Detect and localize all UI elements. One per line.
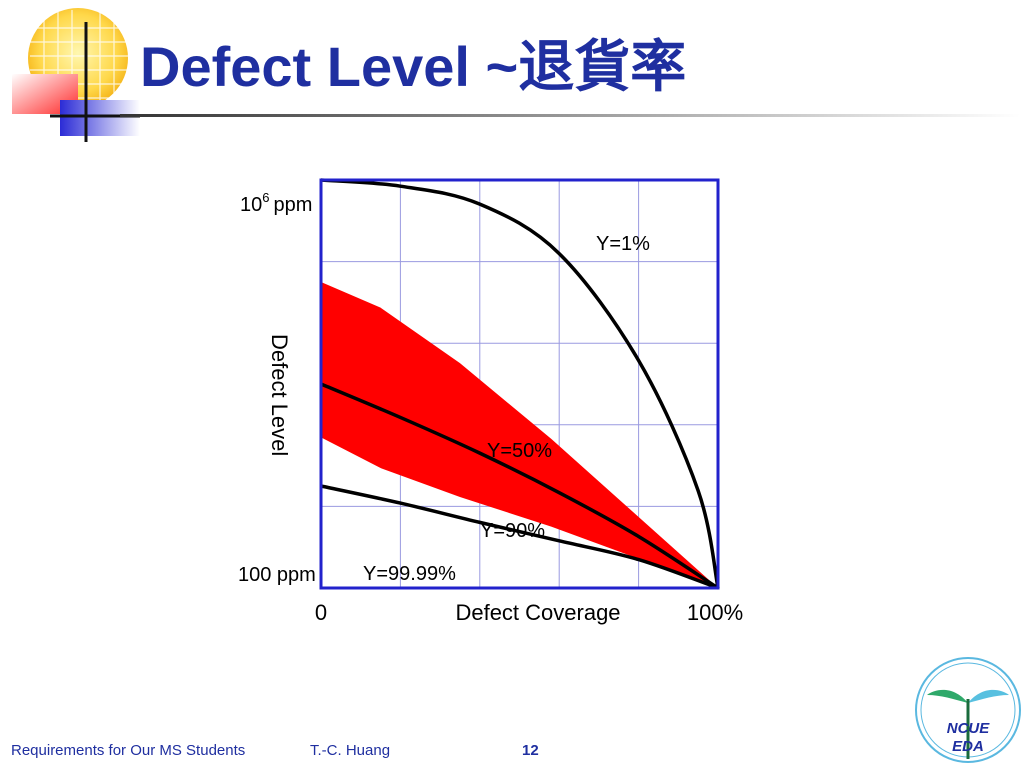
x-axis-title: Defect Coverage [455, 600, 620, 625]
series-label-y1: Y=1% [596, 233, 650, 255]
page-number: 12 [522, 742, 539, 759]
x-tick-label-100: 100% [687, 600, 743, 625]
footer-course: Requirements for Our MS Students [11, 742, 246, 759]
series-line-y50 [320, 382, 719, 590]
series-line-y90 [320, 484, 719, 590]
plot-frame [319, 178, 720, 590]
series-line-y1 [320, 178, 720, 589]
yield-band-area [321, 282, 718, 588]
slide-title: Defect Level ~退貨率 [140, 35, 687, 98]
ncue-eda-logo: NCUE EDA [915, 657, 1021, 763]
series-label-y9999: Y=99.99% [363, 563, 456, 585]
y-top-tick-label: 106 ppm [240, 190, 312, 216]
corner-decoration [12, 8, 140, 142]
title-rule [120, 114, 1020, 117]
footer-author: T.-C. Huang [310, 742, 391, 759]
x-tick-label-0: 0 [315, 600, 327, 625]
y-axis-title: Defect Level [267, 334, 292, 456]
logo-line2: EDA [952, 738, 984, 755]
logo-line1: NCUE [947, 720, 990, 737]
y-bottom-tick-label: 100 ppm [238, 564, 316, 586]
series-label-y50: Y=50% [487, 440, 552, 462]
series-label-y90: Y=90% [480, 520, 545, 542]
